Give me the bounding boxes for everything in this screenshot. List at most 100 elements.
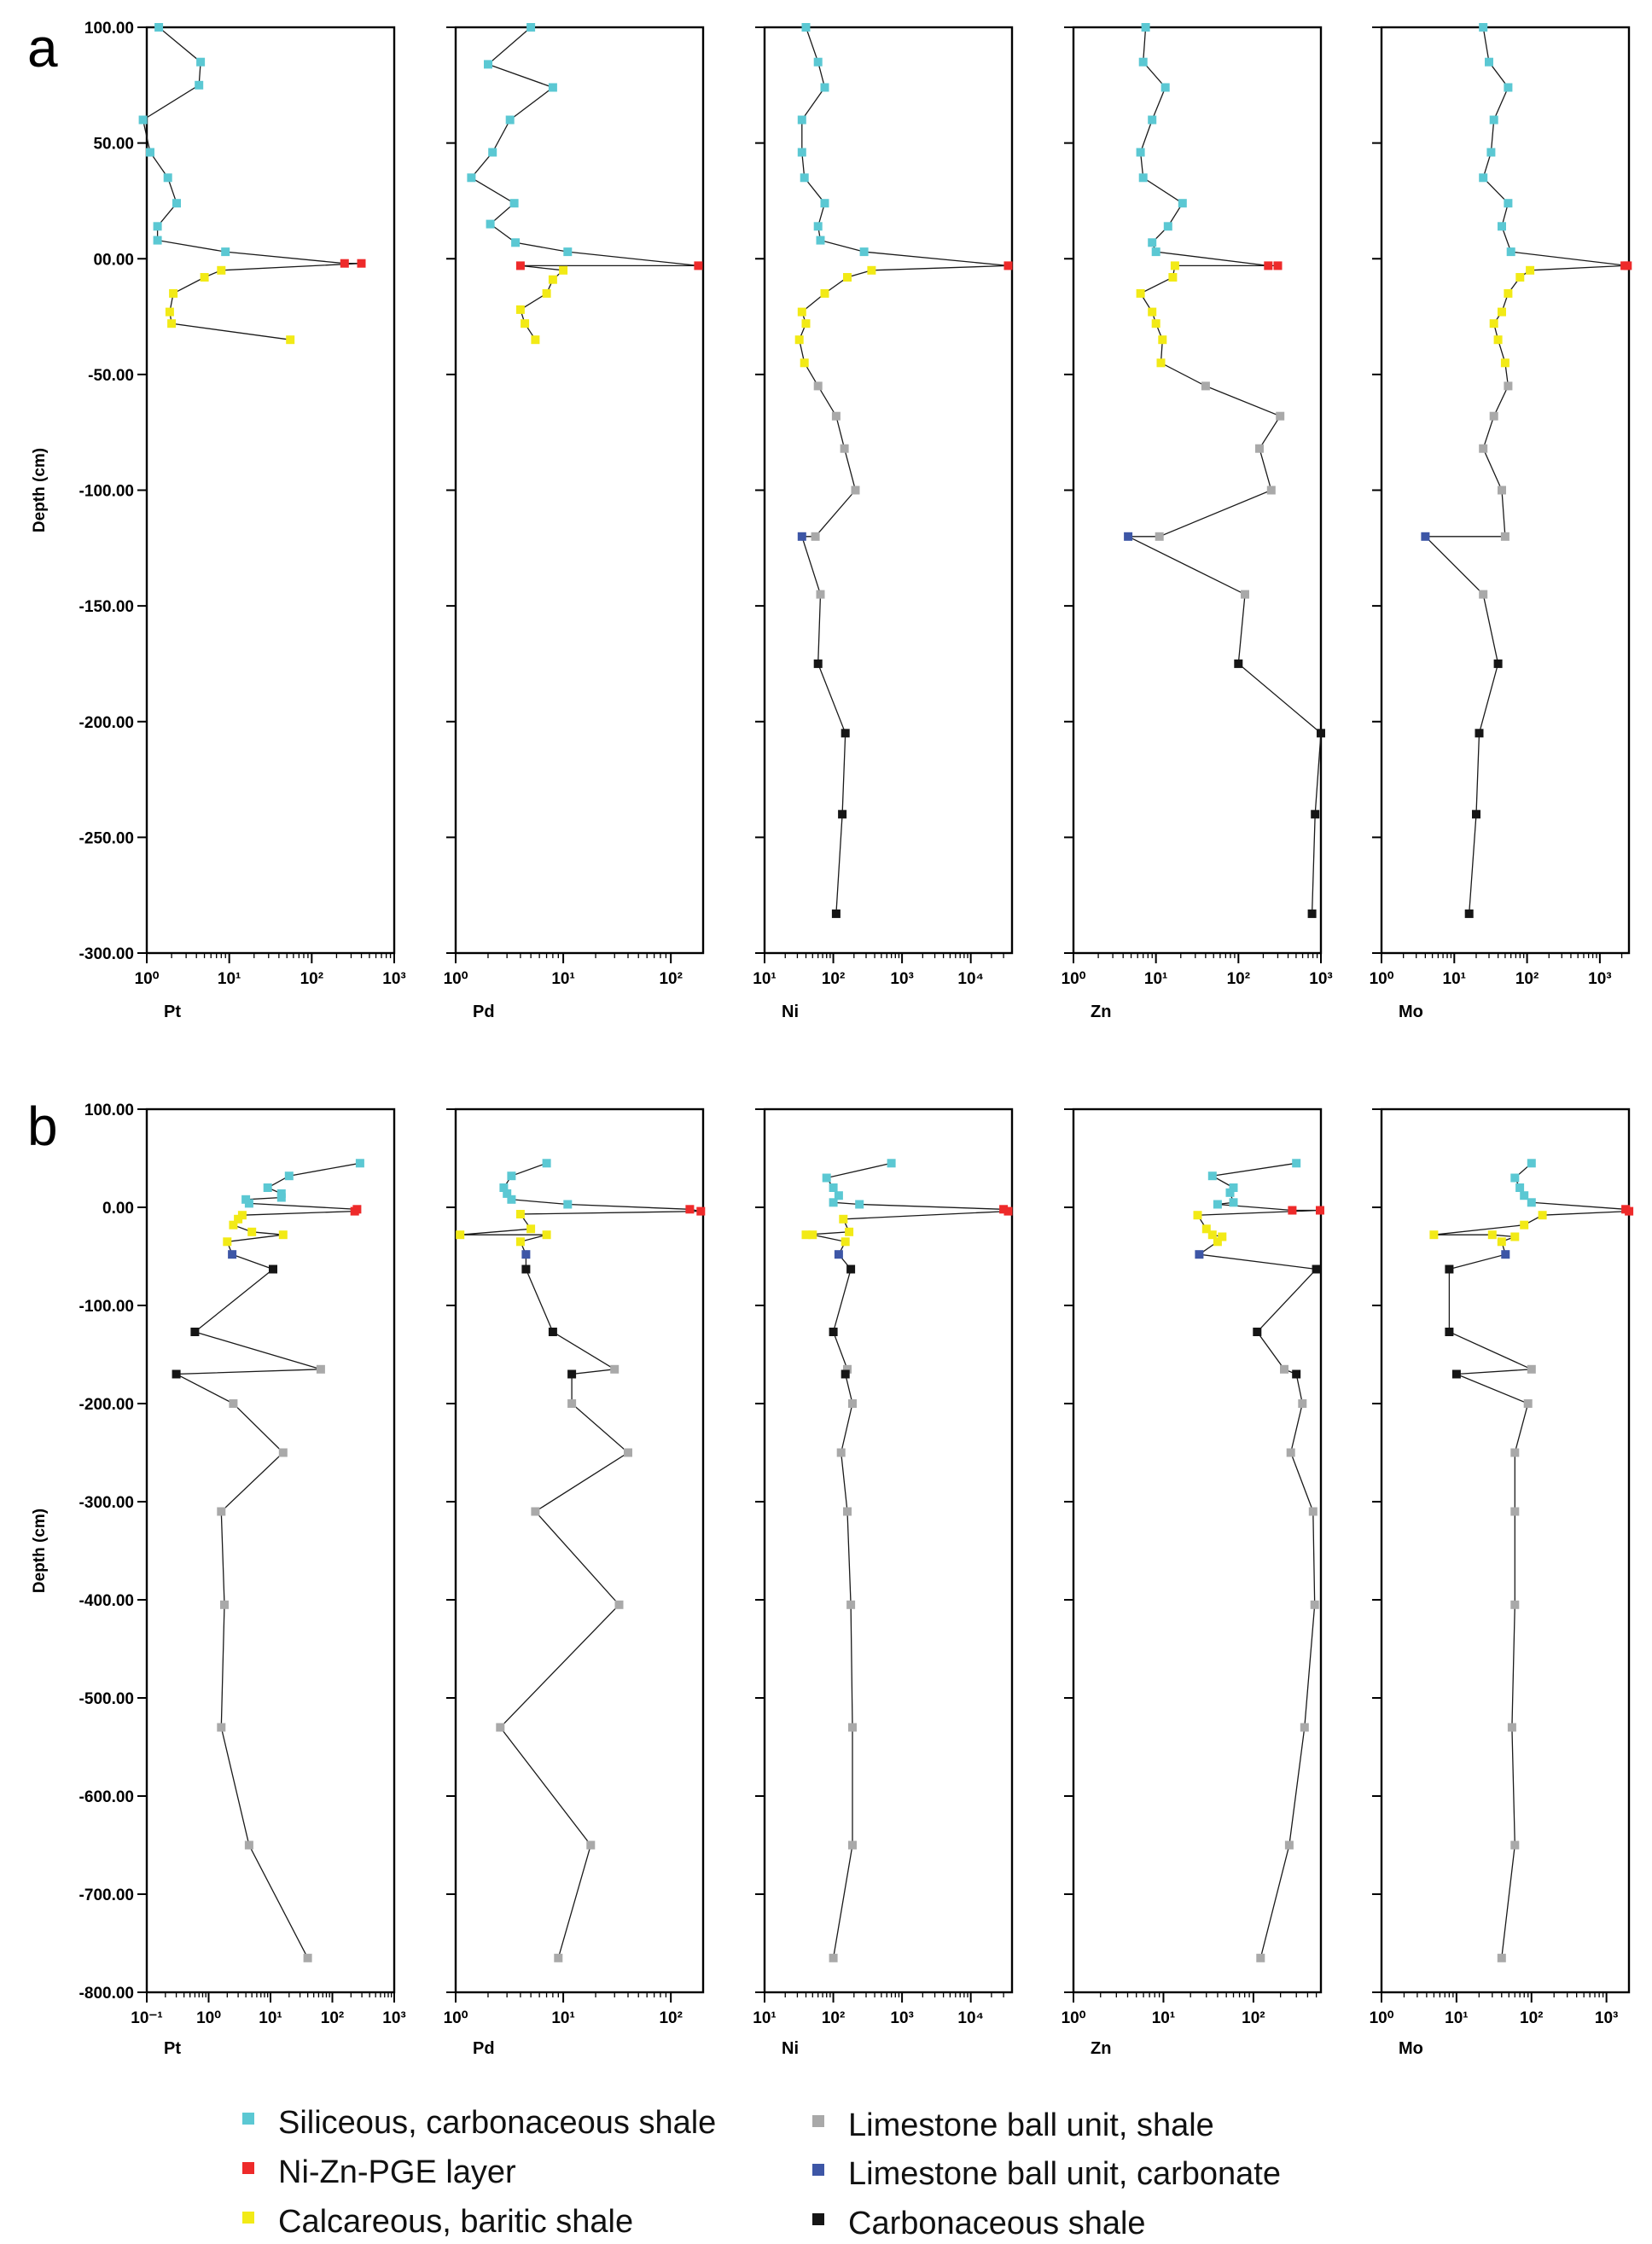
data-point <box>855 1200 864 1209</box>
series-line <box>1127 26 1322 914</box>
data-point <box>1207 1230 1217 1240</box>
data-point <box>794 335 804 345</box>
x-axis-label: Pd <box>473 1003 495 1021</box>
y-axis-label: Depth (cm) <box>31 1509 49 1593</box>
data-point <box>800 173 809 183</box>
legend-item: Limestone ball unit, carbonate <box>812 2156 1281 2192</box>
x-tick-label: 10³ <box>1595 2009 1618 2027</box>
series-line <box>460 1162 701 1958</box>
data-point <box>1213 1237 1222 1247</box>
data-point <box>521 1264 531 1274</box>
data-point <box>503 1189 512 1198</box>
data-point <box>1421 532 1430 541</box>
data-point <box>801 1230 811 1240</box>
data-point <box>816 590 825 599</box>
data-point <box>548 275 557 284</box>
panels: a Depth (cm) 100.00 50.00 00.00 -50.00 -100.00… <box>27 17 1634 2058</box>
data-point <box>228 1250 237 1259</box>
data-point <box>813 659 823 668</box>
subplot-pt: 100.00 0.00 -100.00 -200.00 -300.00 -400.00 -5… <box>79 1102 406 2058</box>
data-point <box>563 1200 573 1209</box>
data-point <box>559 265 568 275</box>
data-point <box>229 1399 238 1408</box>
series-line <box>174 1162 361 1959</box>
data-point <box>350 1206 359 1216</box>
data-point <box>1163 222 1172 231</box>
y-tick-label: 100.00 <box>84 1102 134 1119</box>
data-point <box>303 1953 312 1962</box>
y-tick-label: -800.00 <box>79 1985 134 2003</box>
data-point <box>1497 1953 1506 1962</box>
data-point <box>1308 1507 1318 1516</box>
x-tick-label: 10² <box>822 970 845 988</box>
data-point <box>1451 1369 1461 1379</box>
data-point <box>1520 1191 1529 1200</box>
x-tick-label: 10⁰ <box>444 970 468 988</box>
data-point <box>548 83 557 92</box>
x-tick-label: 10¹ <box>551 970 574 988</box>
data-point <box>355 1159 364 1168</box>
data-point <box>1286 1448 1295 1457</box>
data-point <box>200 273 209 282</box>
data-point <box>836 1448 846 1457</box>
data-point <box>244 1840 253 1850</box>
data-point <box>848 1723 857 1732</box>
data-point <box>1229 1198 1238 1207</box>
data-point <box>1266 485 1276 495</box>
data-point <box>834 1250 843 1259</box>
data-point <box>507 1195 516 1204</box>
data-point <box>1288 1206 1297 1215</box>
data-point <box>1151 247 1160 257</box>
data-point <box>163 173 172 183</box>
y-axis-label: Depth (cm) <box>31 448 49 532</box>
data-point <box>505 115 515 125</box>
data-point <box>1124 532 1133 541</box>
data-point <box>841 1237 850 1247</box>
data-point <box>316 1364 325 1374</box>
series-line <box>1196 1162 1321 1958</box>
data-point <box>1510 1507 1520 1516</box>
data-point <box>829 1953 838 1962</box>
data-point <box>1527 1198 1536 1207</box>
series-line <box>1423 26 1628 914</box>
data-point <box>1201 1224 1211 1234</box>
data-point <box>1256 1953 1265 1962</box>
legend-swatch <box>242 2113 254 2125</box>
data-point <box>846 1600 856 1609</box>
data-point <box>515 1237 525 1247</box>
data-point <box>1003 1206 1013 1216</box>
data-point <box>1429 1230 1439 1240</box>
data-point <box>286 335 295 345</box>
data-point <box>838 810 847 819</box>
x-tick-label: 10⁻¹ <box>131 2009 163 2027</box>
data-point <box>1151 319 1160 328</box>
legend-label: Limestone ball unit, carbonate <box>848 2156 1281 2192</box>
data-point <box>1515 273 1525 282</box>
legend-label: Calcareous, baritic shale <box>278 2204 633 2240</box>
data-point <box>1498 222 1506 231</box>
series-line <box>799 26 1009 914</box>
data-point <box>1493 659 1503 668</box>
data-point <box>340 259 349 268</box>
x-tick-label: 10¹ <box>753 970 776 988</box>
data-point <box>1317 729 1325 738</box>
data-point <box>165 307 174 317</box>
y-tick-label: -50.00 <box>88 367 134 385</box>
data-point <box>829 1328 838 1336</box>
legend-label: Siliceous, carbonaceous shale <box>278 2105 716 2141</box>
data-point <box>1472 810 1480 819</box>
x-axis-label: Ni <box>782 1003 799 1021</box>
series-line <box>470 26 699 340</box>
x-tick-label: 10² <box>1520 2009 1543 2027</box>
data-point <box>1523 1399 1533 1408</box>
x-tick-label: 10² <box>1242 2009 1265 2027</box>
data-point <box>456 1230 465 1240</box>
plot-frame <box>454 1107 705 1994</box>
data-point <box>1138 173 1148 183</box>
y-tick-label: 50.00 <box>93 136 134 154</box>
data-point <box>1625 1206 1634 1216</box>
x-tick-label: 10² <box>822 2009 845 2027</box>
data-point <box>548 1328 557 1336</box>
plot-frame <box>145 26 396 955</box>
